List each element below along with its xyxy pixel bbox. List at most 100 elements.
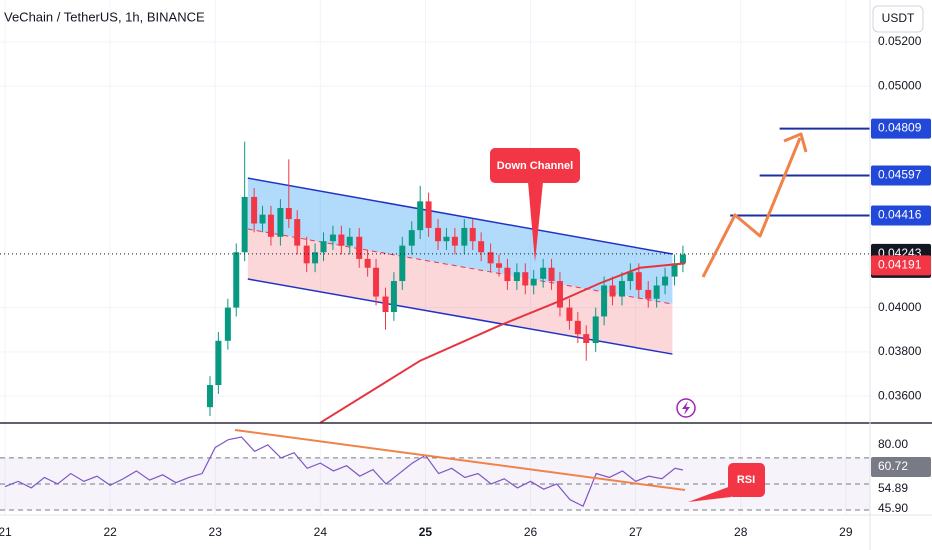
channel-lower	[247, 278, 673, 355]
candle-body	[294, 219, 301, 246]
candle-body	[618, 281, 625, 297]
candle-body	[215, 340, 222, 386]
callout-pointer	[688, 486, 731, 502]
y-tick-label: 0.05000	[878, 78, 922, 92]
candle-body	[338, 234, 345, 246]
callout-pointer	[528, 182, 543, 262]
candle-body	[224, 307, 231, 341]
plot	[0, 127, 870, 424]
candle-body	[303, 245, 310, 264]
level-label: 0.04416	[878, 208, 922, 222]
y-tick-label: 0.03800	[878, 344, 922, 358]
level-label-box	[871, 118, 931, 139]
currency-button[interactable]	[872, 5, 924, 33]
axes: 21 22 23 24 25 26 27 28 29 0.05200 0.05000 0.04000 0…	[0, 34, 931, 539]
candle-body	[609, 285, 616, 297]
x-tick-label: 24	[314, 525, 328, 539]
rsi-line	[4, 436, 684, 507]
candle-body	[277, 208, 284, 237]
candle-body	[487, 252, 494, 264]
callout-box	[490, 148, 580, 183]
candle-body	[285, 208, 292, 220]
candle-body	[251, 196, 258, 224]
x-tick-label: 21	[0, 525, 12, 539]
x-tick-label: 26	[524, 525, 538, 539]
y-tick-label: 0.04000	[878, 300, 922, 314]
rsi-pane	[0, 436, 870, 511]
projection-arrow	[701, 137, 802, 278]
x-tick-label: 27	[629, 525, 643, 539]
candle-body	[320, 241, 327, 253]
channel-lower-fill	[247, 229, 673, 355]
level-label: 0.04597	[878, 168, 922, 182]
alert-bolt	[682, 401, 690, 415]
candle-body	[417, 201, 424, 231]
rsi-value-label: 45.90	[878, 501, 908, 515]
candle-body	[425, 201, 432, 228]
y-tick-label: 0.03600	[878, 388, 922, 402]
candle-body	[601, 285, 608, 317]
candle-body	[566, 307, 573, 321]
candle-body	[356, 236, 363, 259]
candle-body	[627, 272, 634, 282]
y-tick-label: 0.05200	[878, 34, 922, 48]
candle-body	[435, 227, 442, 242]
x-tick-label: 25	[419, 525, 433, 539]
candle-body	[233, 252, 240, 308]
candle-body	[671, 263, 678, 277]
candle-body	[346, 236, 353, 246]
currency-label: USDT	[882, 11, 915, 25]
chart-title: VeChain / TetherUS, 1h, BINANCE	[4, 9, 205, 24]
rsi-value-label: 54.89	[878, 481, 908, 495]
ma-label: 0.04191	[878, 257, 922, 271]
candle-body	[496, 263, 503, 268]
candle-body	[443, 236, 450, 242]
candle-body	[548, 267, 555, 282]
x-tick-label: 28	[734, 525, 748, 539]
rsi-tick-label: 80.00	[878, 437, 908, 451]
ma-label-box	[871, 255, 931, 276]
candle-body	[574, 320, 581, 335]
candle-body	[259, 214, 266, 224]
candle-body	[645, 289, 652, 299]
candle-body	[556, 281, 563, 308]
candle-body	[382, 296, 389, 313]
candle-body	[267, 214, 274, 237]
candle-body	[530, 278, 537, 286]
candle-body	[364, 258, 371, 268]
x-tick-label: 23	[209, 525, 223, 539]
candle-body	[451, 236, 458, 246]
candle-body	[679, 254, 686, 264]
level-label-box	[871, 205, 931, 226]
candle-body	[635, 272, 642, 290]
channel-upper-fill	[247, 178, 673, 305]
candle-body	[312, 252, 319, 264]
candle-body	[206, 385, 213, 408]
candle-body	[478, 241, 485, 253]
candle-body	[662, 276, 669, 286]
candle-body	[408, 230, 415, 246]
candle-body	[469, 227, 476, 242]
candle-body	[592, 316, 599, 343]
candle-body	[461, 227, 468, 246]
rsi-last-label: 60.72	[878, 459, 908, 473]
grid	[0, 0, 870, 515]
channel-upper	[247, 177, 673, 255]
candle-body	[504, 267, 511, 282]
callout-text: Down Channel	[497, 160, 573, 172]
candle-body	[653, 285, 660, 299]
candle-body	[513, 272, 520, 282]
candle-body	[373, 267, 380, 297]
channel	[247, 177, 673, 355]
candle-body	[241, 196, 248, 253]
arrow-head	[783, 132, 808, 153]
candle-body	[329, 234, 336, 242]
rsi-last-box	[871, 457, 931, 477]
rsi-trendline	[234, 429, 686, 491]
x-tick-label: 29	[839, 525, 853, 539]
level-label: 0.04809	[878, 121, 922, 135]
candle-body	[583, 334, 590, 343]
callout-text: RSI	[737, 474, 755, 486]
callout-box	[728, 463, 765, 497]
candle-body	[540, 267, 547, 279]
